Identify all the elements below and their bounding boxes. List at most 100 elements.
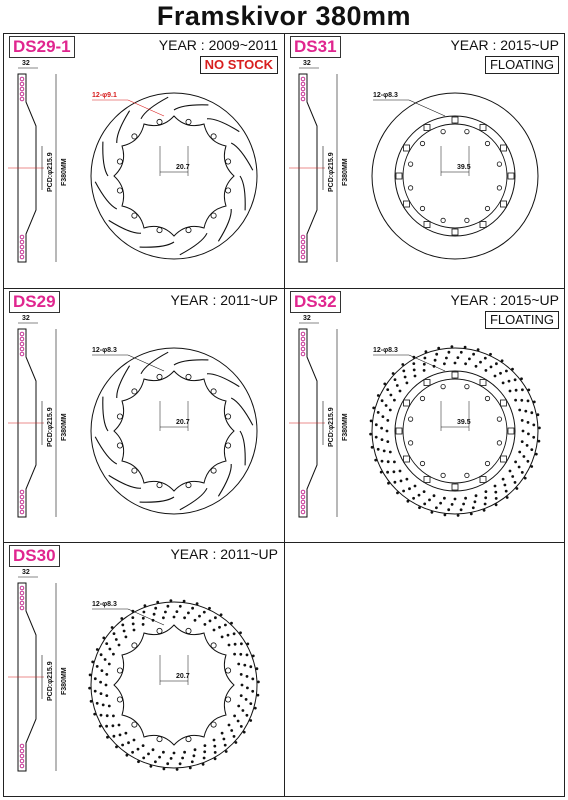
drill-hole: [388, 450, 392, 454]
floating-drive-lug: [479, 124, 487, 131]
groove: [179, 487, 208, 511]
drill-hole: [112, 714, 115, 718]
drill-hole: [520, 440, 524, 443]
panel-ds31: 32 PCD:φ215.9 F380MM 12-φ8.3 39.5 DS31 YEAR …: [285, 34, 565, 288]
drill-hole: [114, 638, 118, 641]
drill-hole: [245, 675, 249, 678]
drill-hole: [402, 369, 406, 373]
mounting-hole: [156, 227, 163, 234]
drill-hole: [483, 502, 487, 506]
cross-section: 32 PCD:φ215.9 F380MM: [289, 60, 349, 263]
drill-hole: [504, 489, 508, 493]
drill-hole: [169, 757, 173, 760]
floating-drive-lug: [451, 116, 459, 124]
drill-hole: [105, 673, 109, 676]
drill-hole: [503, 483, 507, 487]
pcd-label: PCD:φ215.9: [328, 407, 335, 447]
drill-hole: [246, 642, 250, 646]
mounting-hole: [408, 416, 414, 422]
vent-slot: [19, 748, 25, 754]
drill-hole: [463, 345, 467, 349]
disc-face: 12-φ8.3 39.5: [369, 345, 541, 517]
drill-hole: [198, 614, 201, 618]
page-title: Framskivor 380mm: [156, 1, 412, 31]
drill-hole: [517, 465, 521, 469]
drill-hole: [89, 699, 93, 703]
drill-hole: [536, 413, 540, 417]
hole-spec-label: 12-φ8.3: [92, 601, 117, 608]
drill-hole: [398, 389, 402, 393]
drill-hole: [468, 357, 471, 361]
disc-drawing: 32 PCD:φ215.9 F380MM 12-φ9.1 20.7: [8, 60, 258, 263]
drill-hole: [508, 389, 512, 393]
drill-hole: [505, 496, 509, 499]
drill-hole: [193, 618, 197, 622]
diameter-label: F380MM: [61, 158, 68, 186]
vent-slot: [300, 254, 306, 260]
groove: [173, 104, 209, 111]
drill-hole: [453, 361, 457, 365]
drill-hole: [213, 757, 217, 761]
pcd-label: PCD:φ215.9: [47, 407, 54, 447]
drill-hole: [213, 744, 217, 748]
drill-hole: [224, 623, 227, 627]
drill-hole: [525, 444, 529, 447]
drill-hole: [532, 435, 536, 439]
vent-slot: [300, 239, 306, 245]
drill-hole: [233, 642, 237, 646]
drill-hole: [530, 448, 534, 451]
mounting-hole: [440, 472, 446, 478]
drill-hole: [417, 493, 421, 497]
drill-hole: [534, 452, 538, 456]
drill-hole: [459, 508, 463, 512]
drill-hole: [483, 356, 487, 360]
drill-hole: [202, 756, 206, 760]
groove: [116, 110, 131, 144]
drill-hole: [191, 606, 195, 610]
vent-slot: [19, 76, 25, 82]
thickness-label: 32: [22, 60, 30, 67]
drill-hole: [422, 369, 426, 372]
drill-hole: [428, 498, 431, 502]
vent-slot: [19, 758, 25, 764]
drill-hole: [121, 623, 125, 627]
drill-hole: [232, 735, 236, 738]
mounting-hole: [225, 696, 232, 703]
floating-drive-lug: [403, 144, 410, 152]
drill-hole: [132, 738, 136, 742]
groove: [139, 241, 175, 248]
drill-hole: [501, 477, 505, 481]
mounting-hole: [131, 642, 138, 649]
hole-leader: [127, 608, 165, 626]
mounting-hole: [116, 187, 123, 194]
drill-hole: [190, 760, 194, 764]
drill-hole: [103, 658, 107, 661]
drill-hole: [376, 411, 380, 414]
offset-label: 39.5: [457, 419, 471, 426]
thickness-label: 32: [22, 569, 30, 576]
drill-hole: [386, 470, 389, 474]
drill-hole: [450, 345, 454, 348]
thickness-label: 32: [303, 315, 311, 322]
panel-ds29-1: 32 PCD:φ215.9 F380MM 12-φ9.1 20.7 DS29-1 YEA…: [4, 34, 284, 288]
offset-label: 20.7: [176, 164, 190, 171]
drill-hole: [380, 399, 384, 403]
drill-hole: [380, 459, 384, 463]
drill-hole: [107, 704, 111, 708]
drill-hole: [166, 762, 170, 766]
drill-hole: [413, 374, 417, 378]
section-outline: [17, 328, 37, 518]
drill-hole: [513, 378, 517, 382]
cross-section: 32 PCD:φ215.9 F380MM: [8, 315, 68, 518]
mounting-hole: [156, 482, 163, 489]
drill-hole: [143, 604, 147, 608]
drill-hole: [110, 626, 114, 629]
diameter-label: F380MM: [342, 413, 349, 441]
drill-hole: [456, 356, 460, 359]
drill-hole: [532, 423, 536, 427]
mounting-hole: [464, 384, 470, 390]
drill-hole: [208, 606, 211, 610]
part-code: DS32: [290, 291, 341, 313]
floating-drive-lug: [479, 379, 487, 386]
